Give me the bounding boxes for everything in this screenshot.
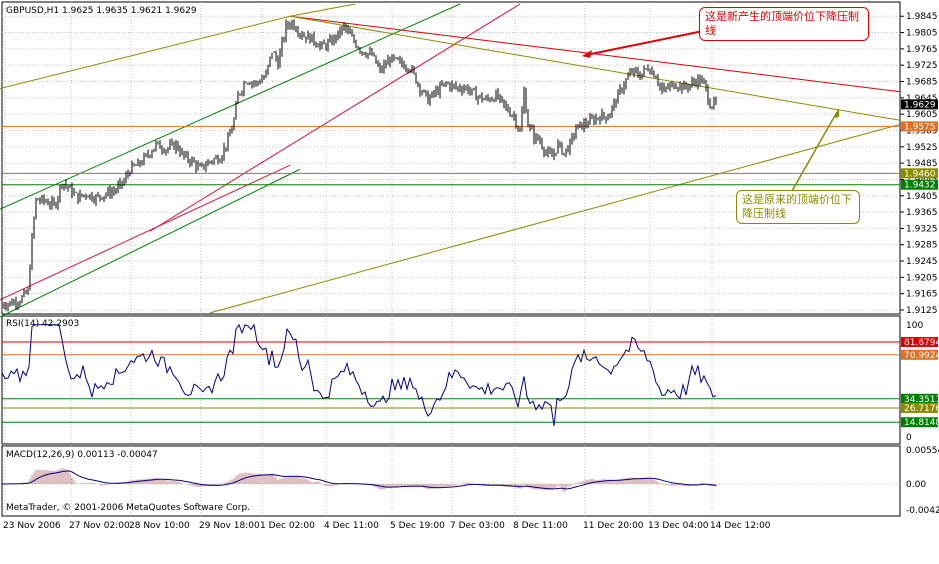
pink-channel-upper — [149, 3, 521, 232]
y-tick-label: 1.9805 — [906, 29, 938, 39]
rsi-header: RSI(14) 42.2903 — [6, 319, 79, 329]
rsi-tag-bg — [901, 349, 938, 360]
x-tick-label: 7 Dec 03:00 — [450, 521, 505, 531]
price-panel-frame — [1, 1, 901, 315]
y-tick-label: 1.9845 — [906, 12, 938, 22]
y-tick-label: 1.9245 — [906, 257, 938, 267]
y-tick-label: 1.9165 — [906, 290, 938, 300]
rsi-tag: 81.6794 — [904, 338, 939, 348]
macd-y-label: 0.00554 — [906, 446, 939, 456]
macd-y-label: 0.00 — [906, 480, 926, 490]
y-tick-label: 1.9325 — [906, 224, 938, 234]
y-tick-label: 1.9285 — [906, 241, 938, 251]
arrow-head-new — [582, 50, 592, 58]
callout-new-line: 这是新产生的顶端价位下降压制线 — [699, 7, 869, 41]
macd-signal — [2, 470, 717, 490]
arrow-old-line — [791, 111, 838, 192]
y-tick-label: 1.9605 — [906, 110, 938, 120]
x-tick-label: 14 Dec 12:00 — [710, 521, 771, 531]
x-tick-label: 1 Dec 02:00 — [260, 521, 315, 531]
y-tick-label: 1.9485 — [906, 159, 938, 169]
y-tick-label: 1.9565 — [906, 126, 938, 136]
arrow-head-old — [833, 108, 839, 118]
arrow-new-line — [585, 29, 709, 56]
y-tick-label: 1.9645 — [906, 94, 938, 104]
y-tick-label: 1.9365 — [906, 208, 938, 218]
rsi-tag: 14.8148 — [904, 418, 939, 428]
old-trend-upper — [0, 15, 291, 89]
price-tag: 1.9432 — [904, 181, 936, 191]
green-channel-upper — [0, 3, 461, 210]
callout-old-line: 这是原来的顶端价位下降压制线 — [736, 190, 860, 224]
rsi-y-label: 0 — [906, 433, 912, 443]
x-tick-label: 5 Dec 19:00 — [390, 521, 445, 531]
y-tick-label: 1.9405 — [906, 192, 938, 202]
price-tag: 1.9460 — [904, 169, 936, 179]
rsi-line — [1, 323, 717, 426]
macd-header: MACD(12,26,9) 0.00113 -0.00047 — [6, 450, 158, 460]
price-tag: 1.9629 — [904, 100, 936, 110]
rsi-tag: 70.9924 — [904, 351, 939, 361]
y-tick-label: 1.9205 — [906, 273, 938, 283]
chart-header: GBPUSD,H1 1.9625 1.9635 1.9621 1.9629 — [6, 6, 197, 16]
support-line — [209, 123, 901, 314]
rsi-tag-bg — [901, 336, 938, 347]
x-tick-label: 27 Nov 02:00 — [69, 521, 130, 531]
price-tag-bg — [901, 99, 938, 110]
x-tick-label: 4 Dec 11:00 — [324, 521, 379, 531]
rsi-tag: 26.7176 — [904, 404, 939, 414]
y-tick-label: 1.9765 — [906, 45, 938, 55]
green-channel-lower — [0, 168, 301, 318]
old-resistance-line — [289, 15, 901, 121]
copyright: MetaTrader, © 2001-2006 MetaQuotes Softw… — [6, 503, 250, 513]
rsi-tag-bg — [901, 417, 938, 428]
x-tick-label: 13 Dec 04:00 — [648, 521, 709, 531]
y-tick-label: 1.9685 — [906, 78, 938, 88]
rsi-y-label: 100 — [906, 321, 923, 331]
y-tick-label: 1.9525 — [906, 143, 938, 153]
pink-channel-lower — [0, 164, 291, 301]
price-tag-bg — [901, 179, 938, 190]
y-tick-label: 1.9125 — [906, 306, 938, 316]
price-tag: 1.9575 — [904, 122, 936, 132]
x-tick-label: 11 Dec 20:00 — [583, 521, 644, 531]
macd-y-label: -0.00424 — [906, 506, 939, 516]
rsi-tag: 34.3511 — [904, 395, 939, 405]
macd-panel-frame — [1, 445, 901, 517]
x-tick-label: 8 Dec 11:00 — [513, 521, 568, 531]
y-tick-label: 1.9725 — [906, 61, 938, 71]
x-tick-label: 29 Nov 18:00 — [199, 521, 260, 531]
fan-line — [289, 3, 356, 17]
price-tag-bg — [901, 168, 938, 179]
rsi-tag-bg — [901, 393, 938, 404]
rsi-tag-bg — [901, 402, 938, 413]
rsi-panel-frame — [1, 315, 901, 445]
x-tick-label: 28 Nov 10:00 — [129, 521, 190, 531]
price-tag-bg — [901, 121, 938, 132]
x-tick-label: 23 Nov 2006 — [3, 521, 61, 531]
